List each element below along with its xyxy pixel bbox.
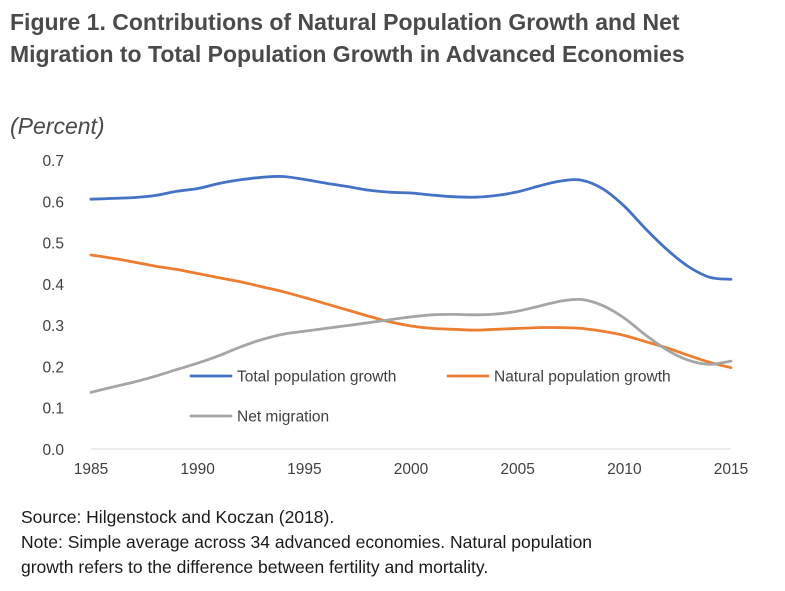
legend-label: Total population growth bbox=[237, 369, 396, 386]
x-tick-label: 2000 bbox=[394, 461, 429, 478]
note-line-1: Note: Simple average across 34 advanced … bbox=[21, 532, 593, 552]
y-tick-label: 0.1 bbox=[42, 401, 64, 418]
y-tick-label: 0.4 bbox=[42, 277, 64, 294]
x-tick-label: 1985 bbox=[74, 461, 108, 478]
x-tick-label: 2010 bbox=[607, 461, 642, 478]
series-line-natural-population-growth bbox=[89, 253, 733, 370]
figure-subtitle: (Percent) bbox=[10, 113, 105, 139]
figure-notes: Source: Hilgenstock and Koczan (2018). N… bbox=[21, 505, 761, 580]
x-tick-label: 1990 bbox=[180, 461, 215, 478]
source-note: Source: Hilgenstock and Koczan (2018). bbox=[21, 507, 335, 527]
note-line-2: growth refers to the difference between … bbox=[21, 557, 489, 577]
y-tick-label: 0.0 bbox=[42, 442, 64, 459]
x-tick-label: 1995 bbox=[287, 461, 321, 478]
series-line-net-migration bbox=[89, 297, 733, 394]
y-tick-label: 0.7 bbox=[42, 153, 64, 170]
y-tick-label: 0.5 bbox=[42, 236, 64, 253]
series-line-total-population-growth bbox=[89, 175, 733, 281]
figure-title: Figure 1. Contributions of Natural Popul… bbox=[10, 9, 685, 67]
y-tick-label: 0.3 bbox=[42, 318, 64, 335]
legend-label: Net migration bbox=[237, 409, 329, 426]
legend-label: Natural population growth bbox=[494, 369, 671, 386]
y-tick-label: 0.2 bbox=[42, 359, 64, 376]
x-tick-label: 2015 bbox=[714, 461, 748, 478]
x-tick-label: 2005 bbox=[500, 461, 534, 478]
y-tick-label: 0.6 bbox=[42, 194, 64, 211]
